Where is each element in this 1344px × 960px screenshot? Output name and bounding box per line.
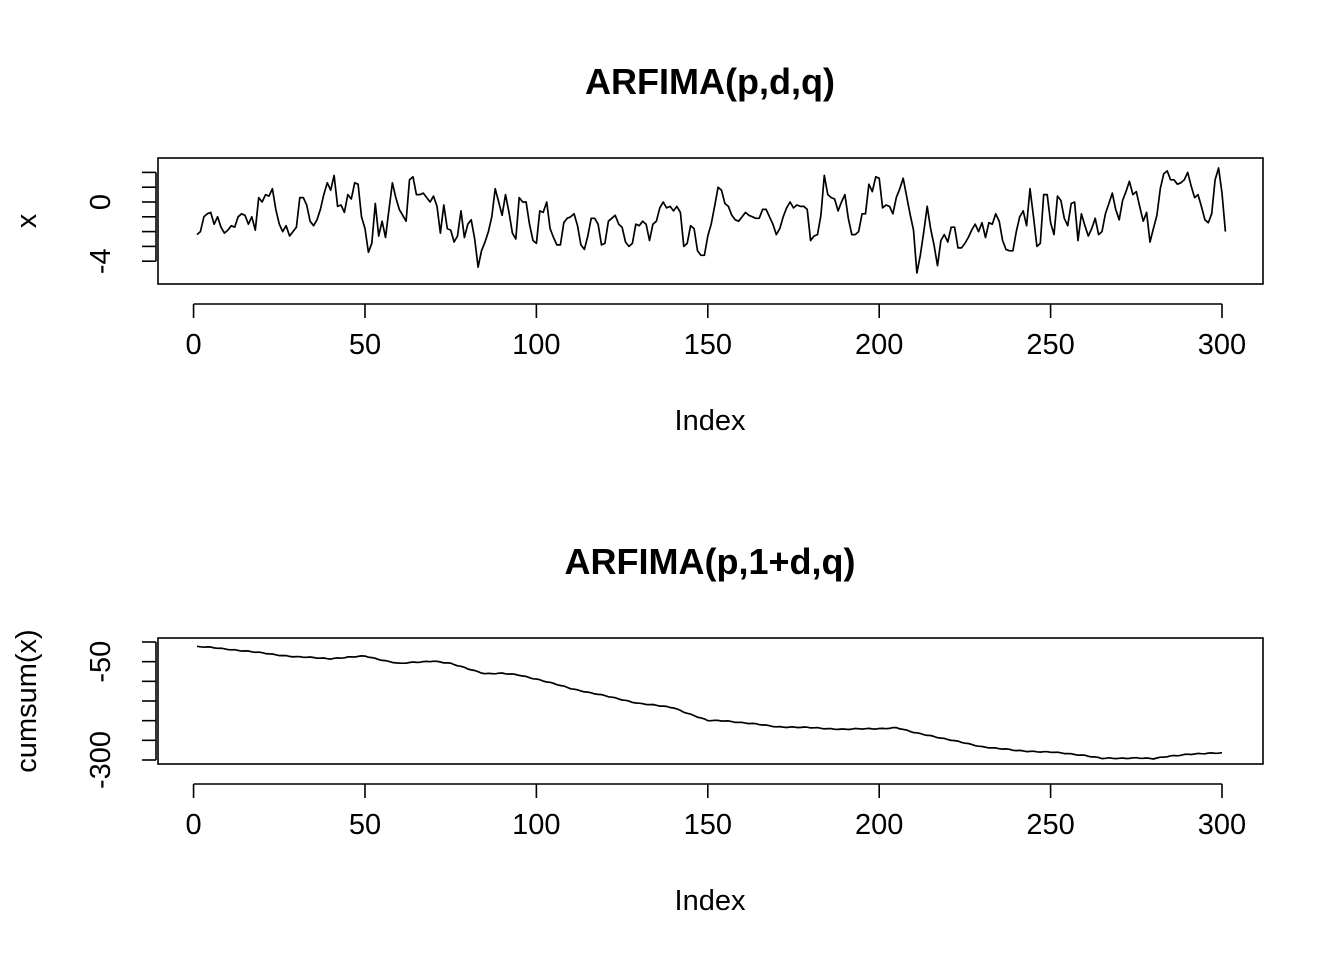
x-tick-label: 250 [1026, 329, 1074, 361]
y-tick-label: -50 [85, 641, 117, 683]
y-tick-label: 0 [85, 194, 117, 210]
top-panel: ARFIMA(p,d,q) 0 50 100 150 200 250 300 -4 0 Ind… [11, 61, 1264, 437]
bottom-panel: ARFIMA(p,1+d,q) 0 50 100 150 200 250 300 -300-… [11, 541, 1264, 917]
bottom-plot-frame [157, 637, 1264, 765]
x-tick-label: 100 [512, 809, 560, 841]
top-panel-title: ARFIMA(p,d,q) [585, 61, 835, 102]
x-tick-label: 200 [855, 329, 903, 361]
x-tick-label: 50 [349, 809, 381, 841]
top-y-axis-label: x [11, 213, 43, 228]
top-x-axis: 0 50 100 150 200 250 300 [186, 303, 1246, 361]
x-tick-label: 150 [684, 809, 732, 841]
top-x-axis-label: Index [675, 405, 746, 437]
x-tick-label: 300 [1198, 809, 1246, 841]
bottom-series-line [196, 645, 1223, 760]
top-plot-frame [157, 157, 1264, 285]
top-series-line [196, 167, 1227, 274]
bottom-panel-title: ARFIMA(p,1+d,q) [565, 541, 856, 582]
bottom-y-axis-label: cumsum(x) [11, 629, 43, 772]
y-tick-label: -300 [85, 731, 117, 789]
x-tick-label: 50 [349, 329, 381, 361]
x-tick-label: 0 [186, 809, 202, 841]
bottom-x-axis: 0 50 100 150 200 250 300 [186, 783, 1246, 841]
x-tick-label: 150 [684, 329, 732, 361]
x-tick-label: 200 [855, 809, 903, 841]
x-tick-label: 300 [1198, 329, 1246, 361]
top-y-axis: -4 0 [85, 171, 157, 274]
x-tick-label: 100 [512, 329, 560, 361]
bottom-y-axis: -300 -50 [85, 641, 157, 789]
bottom-x-axis-label: Index [675, 885, 746, 917]
x-tick-label: 250 [1026, 809, 1074, 841]
x-tick-label: 0 [186, 329, 202, 361]
y-tick-label: -4 [85, 248, 117, 274]
